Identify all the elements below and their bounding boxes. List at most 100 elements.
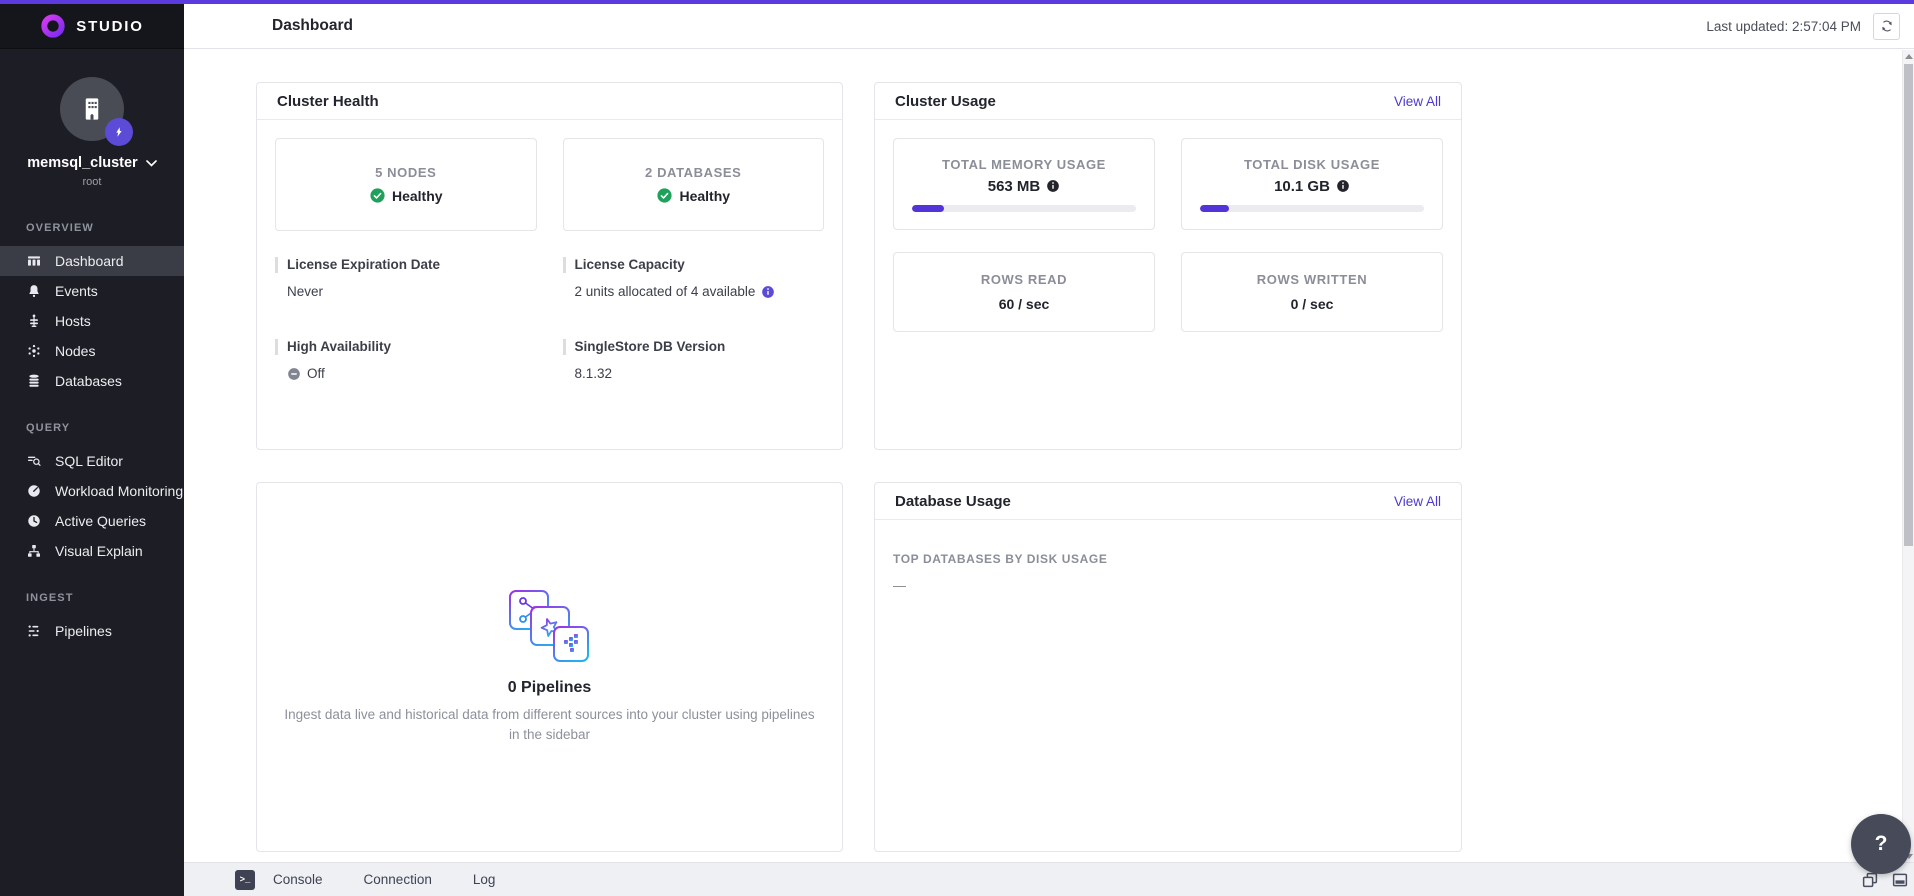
info-icon[interactable]: [1336, 179, 1350, 193]
nodes-health-stat: 5 NODES Healthy: [275, 138, 537, 231]
sidebar-item-pipelines[interactable]: Pipelines: [0, 616, 184, 646]
high-availability-detail: High Availability Off: [275, 339, 537, 381]
sidebar-item-events[interactable]: Events: [0, 276, 184, 306]
dashboard-icon: [26, 253, 42, 269]
sidebar-nav: OVERVIEW Dashboard Events: [0, 222, 184, 646]
nodes-count-label: 5 NODES: [375, 165, 437, 180]
refresh-button[interactable]: [1873, 12, 1900, 40]
scrollbar-up-arrow[interactable]: [1903, 50, 1914, 62]
top-accent-bar: [0, 0, 1914, 4]
tab-console[interactable]: Console: [273, 872, 323, 887]
cluster-usage-view-all-link[interactable]: View All: [1393, 93, 1441, 109]
gauge-icon: [26, 483, 42, 499]
sidebar-item-sql-editor[interactable]: SQL Editor: [0, 446, 184, 476]
sidebar-item-nodes[interactable]: Nodes: [0, 336, 184, 366]
healthy-check-icon: [656, 187, 673, 204]
copy-windows-icon[interactable]: [1860, 870, 1880, 890]
db-version-detail: SingleStore DB Version 8.1.32: [562, 339, 825, 381]
singlestore-logo-icon: [40, 13, 66, 39]
pipelines-icon: [26, 623, 42, 639]
high-availability-label: High Availability: [275, 339, 537, 355]
nav-section-overview: OVERVIEW: [26, 222, 94, 234]
scrollbar-down-arrow[interactable]: [1903, 850, 1914, 862]
sidebar-item-workload-monitoring[interactable]: Workload Monitoring: [0, 476, 184, 506]
logo-bar: STUDIO: [0, 4, 184, 49]
database-usage-view-all-link[interactable]: View All: [1393, 493, 1441, 509]
sidebar-item-label: Dashboard: [55, 253, 124, 269]
top-databases-label: TOP DATABASES BY DISK USAGE: [893, 552, 1108, 566]
sidebar-item-active-queries[interactable]: Active Queries: [0, 506, 184, 536]
memory-usage-label: TOTAL MEMORY USAGE: [942, 156, 1106, 172]
sidebar-item-label: Pipelines: [55, 623, 112, 639]
databases-count-label: 2 DATABASES: [645, 165, 742, 180]
tab-log[interactable]: Log: [472, 872, 496, 887]
memory-usage-progress: [912, 204, 1136, 212]
license-capacity-value: 2 units allocated of 4 available: [574, 284, 756, 299]
refresh-icon: [1880, 19, 1894, 33]
sql-editor-icon: [26, 453, 42, 469]
disk-usage-value: 10.1 GB: [1274, 177, 1330, 195]
cluster-name: memsql_cluster: [27, 155, 138, 171]
rows-written-value: 0 / sec: [1290, 296, 1334, 312]
pipelines-empty-illustration: [508, 589, 592, 663]
sidebar-item-label: Nodes: [55, 343, 96, 359]
sidebar-item-hosts[interactable]: Hosts: [0, 306, 184, 336]
license-expiration-value: Never: [287, 284, 324, 299]
sidebar: STUDIO memsql_clust: [0, 4, 184, 896]
nav-section-ingest: INGEST: [26, 592, 74, 604]
pipelines-empty-description: Ingest data live and historical data fro…: [284, 707, 815, 742]
sidebar-item-label: Workload Monitoring: [55, 483, 184, 499]
pipelines-empty-title: 0 Pipelines: [507, 679, 592, 697]
cluster-usage-title: Cluster Usage: [895, 92, 996, 110]
license-capacity-detail: License Capacity 2 units allocated of 4 …: [562, 257, 825, 299]
scrollbar-thumb[interactable]: [1904, 64, 1913, 546]
last-updated-text: Last updated: 2:57:04 PM: [1706, 18, 1861, 34]
cluster-user: root: [82, 176, 102, 188]
dock-panel-icon[interactable]: [1890, 870, 1910, 890]
database-usage-title: Database Usage: [895, 492, 1011, 510]
license-expiration-detail: License Expiration Date Never: [275, 257, 537, 299]
database-usage-card: Database Usage View All TOP DATABASES BY…: [874, 482, 1462, 852]
nav-section-query: QUERY: [26, 422, 71, 434]
terminal-icon[interactable]: >_: [235, 869, 255, 890]
healthy-check-icon: [369, 187, 386, 204]
memory-usage-gauge: TOTAL MEMORY USAGE 563 MB: [893, 138, 1155, 230]
cluster-usage-card: Cluster Usage View All TOTAL MEMORY USAG…: [874, 82, 1462, 450]
sidebar-item-label: Active Queries: [55, 513, 147, 529]
chevron-down-icon: [145, 159, 157, 167]
db-version-label: SingleStore DB Version: [562, 339, 825, 355]
nodes-health-status: Healthy: [391, 187, 443, 204]
cluster-health-card: Cluster Health 5 NODES He: [256, 82, 843, 450]
license-expiration-label: License Expiration Date: [275, 257, 537, 273]
pipelines-card: 0 Pipelines Ingest data live and histori…: [256, 482, 843, 852]
cluster-selector[interactable]: memsql_cluster: [0, 155, 184, 171]
sidebar-item-databases[interactable]: Databases: [0, 366, 184, 396]
tree-icon: [26, 543, 42, 559]
info-icon[interactable]: [1046, 179, 1060, 193]
disk-usage-gauge: TOTAL DISK USAGE 10.1 GB: [1181, 138, 1443, 230]
off-icon: [287, 367, 301, 381]
db-version-value: 8.1.32: [574, 366, 613, 381]
memory-usage-value: 563 MB: [987, 177, 1041, 195]
top-databases-empty-value: —: [893, 578, 906, 593]
info-icon[interactable]: [761, 285, 775, 299]
clock-icon: [26, 513, 42, 529]
tab-connection[interactable]: Connection: [363, 872, 432, 887]
sidebar-item-label: Events: [55, 283, 98, 299]
sidebar-item-label: SQL Editor: [55, 453, 123, 469]
sidebar-item-dashboard[interactable]: Dashboard: [0, 246, 184, 276]
dashboard-content: Cluster Health 5 NODES He: [184, 50, 1902, 862]
page-header: Dashboard Last updated: 2:57:04 PM: [184, 4, 1914, 49]
rows-read-label: ROWS READ: [980, 272, 1068, 287]
rows-written-stat: ROWS WRITTEN 0 / sec: [1181, 252, 1443, 332]
help-button[interactable]: ?: [1851, 814, 1911, 874]
sidebar-item-visual-explain[interactable]: Visual Explain: [0, 536, 184, 566]
vertical-scrollbar: [1902, 50, 1914, 862]
databases-health-status: Healthy: [679, 187, 731, 204]
license-capacity-label: License Capacity: [562, 257, 825, 273]
rows-read-stat: ROWS READ 60 / sec: [893, 252, 1155, 332]
hosts-icon: [26, 313, 42, 329]
database-icon: [26, 373, 42, 389]
lightning-badge-icon: [105, 118, 133, 146]
bell-icon: [26, 283, 42, 299]
